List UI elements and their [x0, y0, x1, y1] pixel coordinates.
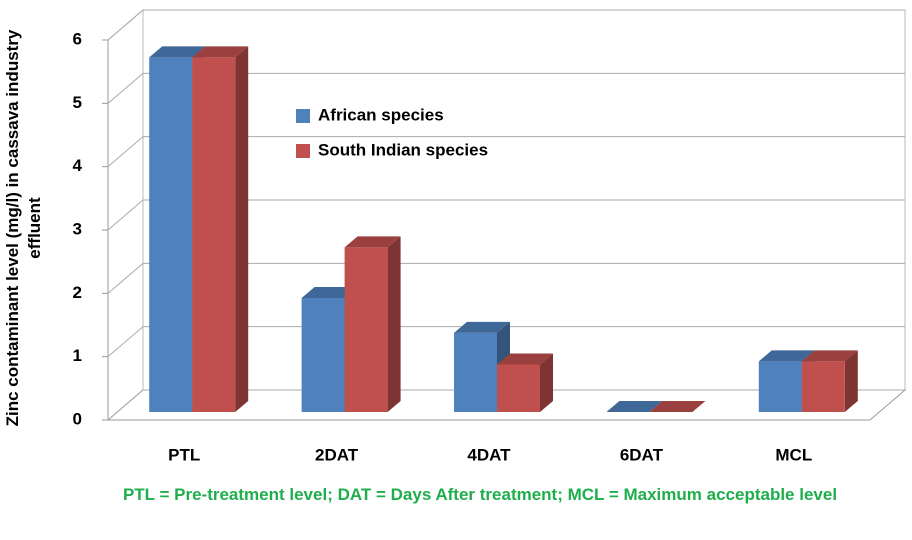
bar-top: [649, 401, 706, 412]
bar-front: [801, 361, 845, 412]
bar-side: [235, 46, 249, 412]
bar-front: [758, 361, 802, 412]
legend-swatch: [296, 109, 310, 123]
bar-front: [344, 247, 388, 412]
bar-front: [192, 57, 236, 412]
grid-line: [107, 262, 905, 294]
grid-line: [107, 136, 905, 168]
bar-top: [801, 350, 858, 362]
bar-top: [344, 236, 401, 248]
bar: [606, 401, 663, 412]
y-axis-title: Zinc contaminant level (mg/l) in cassava…: [3, 29, 44, 427]
bar-top: [301, 287, 358, 298]
y-tick-label: 2: [73, 283, 82, 302]
grid-line: [107, 389, 905, 421]
bar-side: [540, 353, 553, 412]
bar-top: [606, 401, 663, 412]
bar-front: [301, 298, 345, 412]
legend-label: South Indian species: [318, 140, 488, 159]
bar-top: [454, 321, 510, 333]
bar-top: [149, 46, 206, 58]
bar: [497, 353, 553, 412]
x-tick-label: 4DAT: [467, 445, 511, 464]
grid-line: [107, 326, 905, 358]
grid-line: [107, 72, 905, 104]
x-tick-label: PTL: [168, 445, 200, 464]
grid-line: [107, 9, 905, 41]
bar-front: [149, 57, 193, 412]
bar: [192, 46, 249, 412]
bar-side: [844, 350, 858, 412]
bar: [801, 350, 858, 412]
bar: [344, 236, 401, 412]
grid-line: [107, 199, 905, 231]
bar: [649, 401, 706, 412]
legend-swatch: [296, 144, 310, 158]
y-tick-label: 3: [73, 219, 82, 238]
bar-top: [497, 353, 553, 365]
x-tick-label: 2DAT: [315, 445, 359, 464]
bar-side: [387, 236, 401, 412]
y-tick-label: 5: [73, 93, 82, 112]
bar-front: [497, 364, 540, 412]
x-tick-label: 6DAT: [620, 445, 664, 464]
legend-label: African species: [318, 105, 444, 124]
y-tick-label: 1: [73, 346, 82, 365]
x-axis-note: PTL = Pre-treatment level; DAT = Days Af…: [122, 485, 838, 504]
y-tick-label: 4: [73, 156, 83, 175]
y-tick-label: 6: [73, 29, 82, 48]
bar-top: [192, 46, 249, 58]
y-tick-label: 0: [73, 409, 82, 428]
bar-top: [758, 350, 815, 362]
bar-front: [454, 332, 497, 412]
x-tick-label: MCL: [775, 445, 812, 464]
